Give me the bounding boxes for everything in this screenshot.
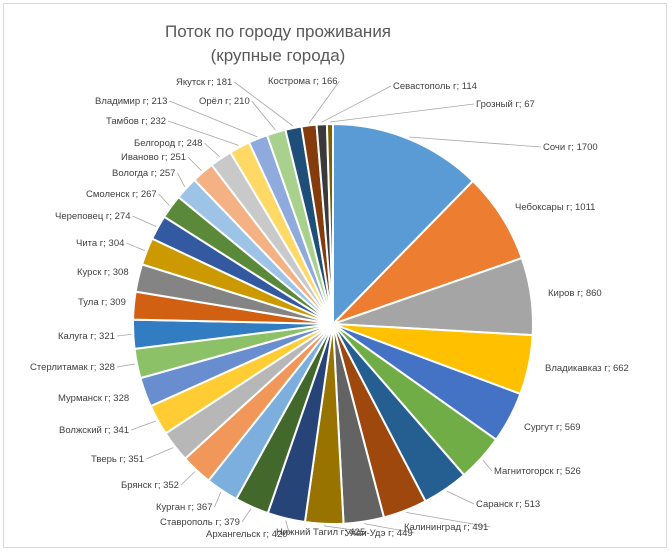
data-label-курган-г: Курган г; 367 [156,502,212,513]
data-labels: Сочи г; 1700 Чебоксары г; 1011 Киров г; 86… [30,76,629,540]
chart-title-line2: (крупные города) [210,46,346,65]
leader-line-кострома-г [308,80,340,124]
data-label-киров-г: Киров г; 860 [548,288,602,299]
data-label-сургут-г: Сургут г; 569 [524,422,581,433]
leader-line-калуга-г [116,334,132,337]
leader-line-калининград-г [405,512,491,528]
data-label-ставрополь-г: Ставрополь г; 379 [160,517,240,528]
leader-line-улан-удэ-г [364,523,415,534]
data-label-севастополь-г: Севастополь г; 114 [393,81,477,92]
leader-line-тверь-г [145,447,174,460]
data-label-волжский-г: Волжский г; 341 [59,425,129,436]
data-label-калуга-г: Калуга г; 321 [58,331,115,342]
data-label-грозный-г: Грозный г; 67 [476,99,535,110]
data-label-вологда-г: Вологда г; 257 [112,168,175,179]
data-label-смоленск-г: Смоленск г; 267 [86,189,157,200]
leader-line-чита-г [126,242,145,251]
data-label-якутск-г: Якутск г; 181 [176,77,232,88]
data-label-череповец-г: Череповец г; 274 [55,211,131,222]
data-label-стерлитамак-г: Стерлитамак г; 328 [30,362,115,373]
data-label-владимир-г: Владимир г; 213 [95,96,167,107]
leader-line-грозный-г [329,103,475,123]
data-label-нижний-тагил-г: Нижний Тагил г; 425 [276,527,365,538]
leader-line-севастополь-г [321,85,392,123]
data-label-белгород-г: Белгород г; 248 [134,138,202,149]
leader-line-череповец-г [132,215,157,227]
pie-slice-сочи-г [332,122,475,327]
data-label-чита-г: Чита г; 304 [76,238,124,249]
leader-line-ставрополь-г [241,508,252,523]
data-label-чебоксары-г: Чебоксары г; 1011 [515,202,595,213]
data-label-калининград-г: Калининград г; 491 [404,522,488,533]
data-label-магнитогорск-г: Магнитогорск г; 526 [494,466,581,477]
leader-line-вологда-г [177,172,186,188]
data-label-орёл-г: Орёл г; 210 [199,96,250,107]
pie-slice-грозный-г [325,122,334,325]
data-label-архангельск-г: Архангельск г; 420 [206,529,288,540]
leader-line-магнитогорск-г [482,459,493,472]
data-label-курск-г: Курск г; 308 [77,267,129,278]
data-label-кострома-г: Кострома г; 166 [268,76,338,87]
data-label-улан-удэ-г: Улан-Удэ г; 449 [345,528,413,539]
data-label-саранск-г: Саранск г; 513 [476,499,540,510]
data-label-тамбов-г: Тамбов г; 232 [106,116,166,127]
leader-lines [116,80,542,535]
data-label-тула-г: Тула г; 309 [78,297,126,308]
leader-line-тамбов-г [167,120,239,146]
data-label-тверь-г: Тверь г; 351 [91,454,144,465]
leader-line-архангельск-г [285,520,290,535]
leader-line-саранск-г [446,490,475,505]
leader-line-курган-г [214,491,222,508]
leader-line-смоленск-г [158,193,170,206]
leader-line-стерлитамак-г [116,363,136,368]
leader-line-сочи-г [409,136,542,148]
leader-line-иваново-г [187,156,202,171]
leader-line-владимир-г [169,100,258,138]
data-label-мурманск-г: Мурманск г; 328 [58,393,129,404]
leader-line-нижний-тагил-г [324,525,368,533]
pie-slices [132,122,535,525]
leader-line-якутск-г [234,81,294,127]
leader-line-волжский-г [130,420,156,431]
leader-line-орёл-г [251,100,276,131]
data-label-владикавказ-г: Владикавказ г; 662 [545,363,629,374]
leader-line-брянск-г [180,471,196,486]
chart-title: Поток по городу проживания (крупные горо… [148,20,408,68]
data-label-сочи-г: Сочи г; 1700 [543,142,598,153]
leader-line-белгород-г [204,142,220,158]
data-label-брянск-г: Брянск г; 352 [121,480,179,491]
chart-title-line1: Поток по городу проживания [164,22,392,41]
data-label-иваново-г: Иваново г; 251 [121,152,186,163]
